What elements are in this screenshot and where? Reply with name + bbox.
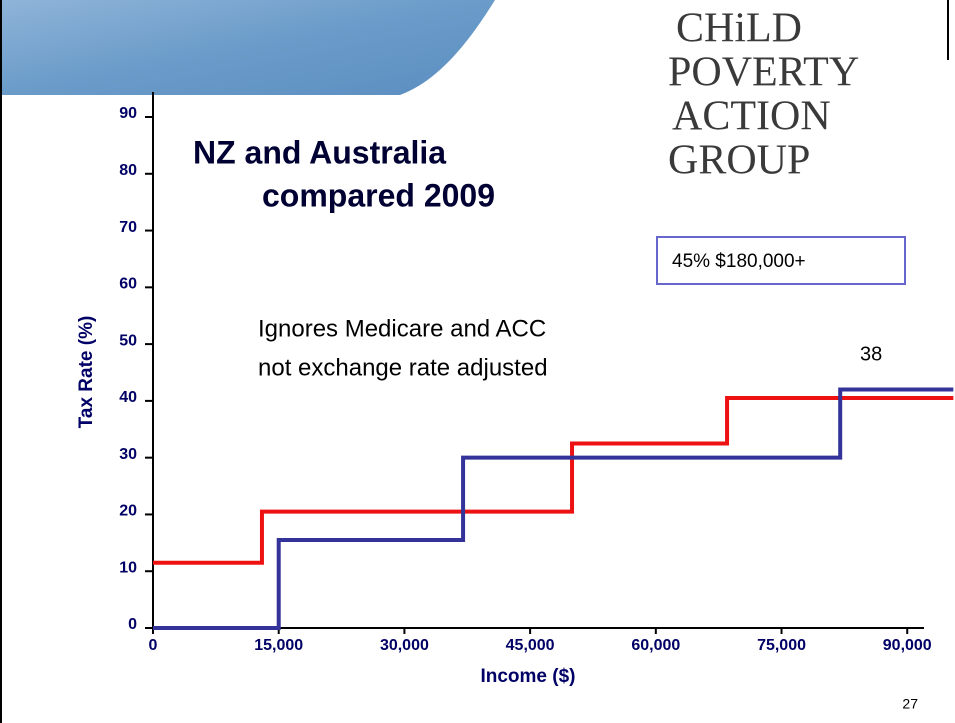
y-tick-label: 60: [119, 276, 137, 293]
logo-text: CHiLD: [676, 6, 802, 52]
y-tick-label: 10: [119, 559, 137, 576]
chart-title: NZ and Australia: [193, 134, 446, 170]
annotation: Ignores Medicare and ACC: [258, 315, 546, 342]
y-tick-label: 80: [119, 162, 137, 179]
y-tick-label: 30: [119, 446, 137, 463]
y-tick-label: 0: [128, 616, 137, 633]
series-line: [153, 390, 953, 628]
x-tick-label: 75,000: [757, 637, 806, 654]
logo-text: ACTION: [672, 94, 831, 140]
x-tick-label: 0: [149, 637, 158, 654]
logo-text: GROUP: [668, 138, 810, 184]
chart-title: compared 2009: [262, 177, 495, 213]
annotation: not exchange rate adjusted: [258, 354, 548, 381]
y-tick-label: 90: [119, 105, 137, 122]
y-tick-label: 40: [119, 389, 137, 406]
y-axis-label: Tax Rate (%): [76, 316, 97, 429]
series-line: [153, 398, 953, 563]
x-tick-label: 15,000: [254, 637, 303, 654]
x-axis-label: Income ($): [480, 666, 575, 687]
slide: CHiLD POVERTY ACTION GROUP NZ and Austra…: [0, 0, 955, 723]
logo-text: POVERTY: [668, 50, 859, 96]
x-tick-label: 45,000: [506, 637, 555, 654]
x-tick-label: 60,000: [631, 637, 680, 654]
page-number: 27: [902, 696, 918, 712]
header-decoration: [0, 0, 495, 95]
y-tick-label: 20: [119, 503, 137, 520]
annotation: 45% $180,000+: [672, 251, 806, 272]
x-tick-label: 30,000: [380, 637, 429, 654]
y-tick-label: 50: [119, 332, 137, 349]
annotation: 38: [860, 343, 882, 365]
x-tick-label: 90,000: [883, 637, 932, 654]
y-tick-label: 70: [119, 219, 137, 236]
